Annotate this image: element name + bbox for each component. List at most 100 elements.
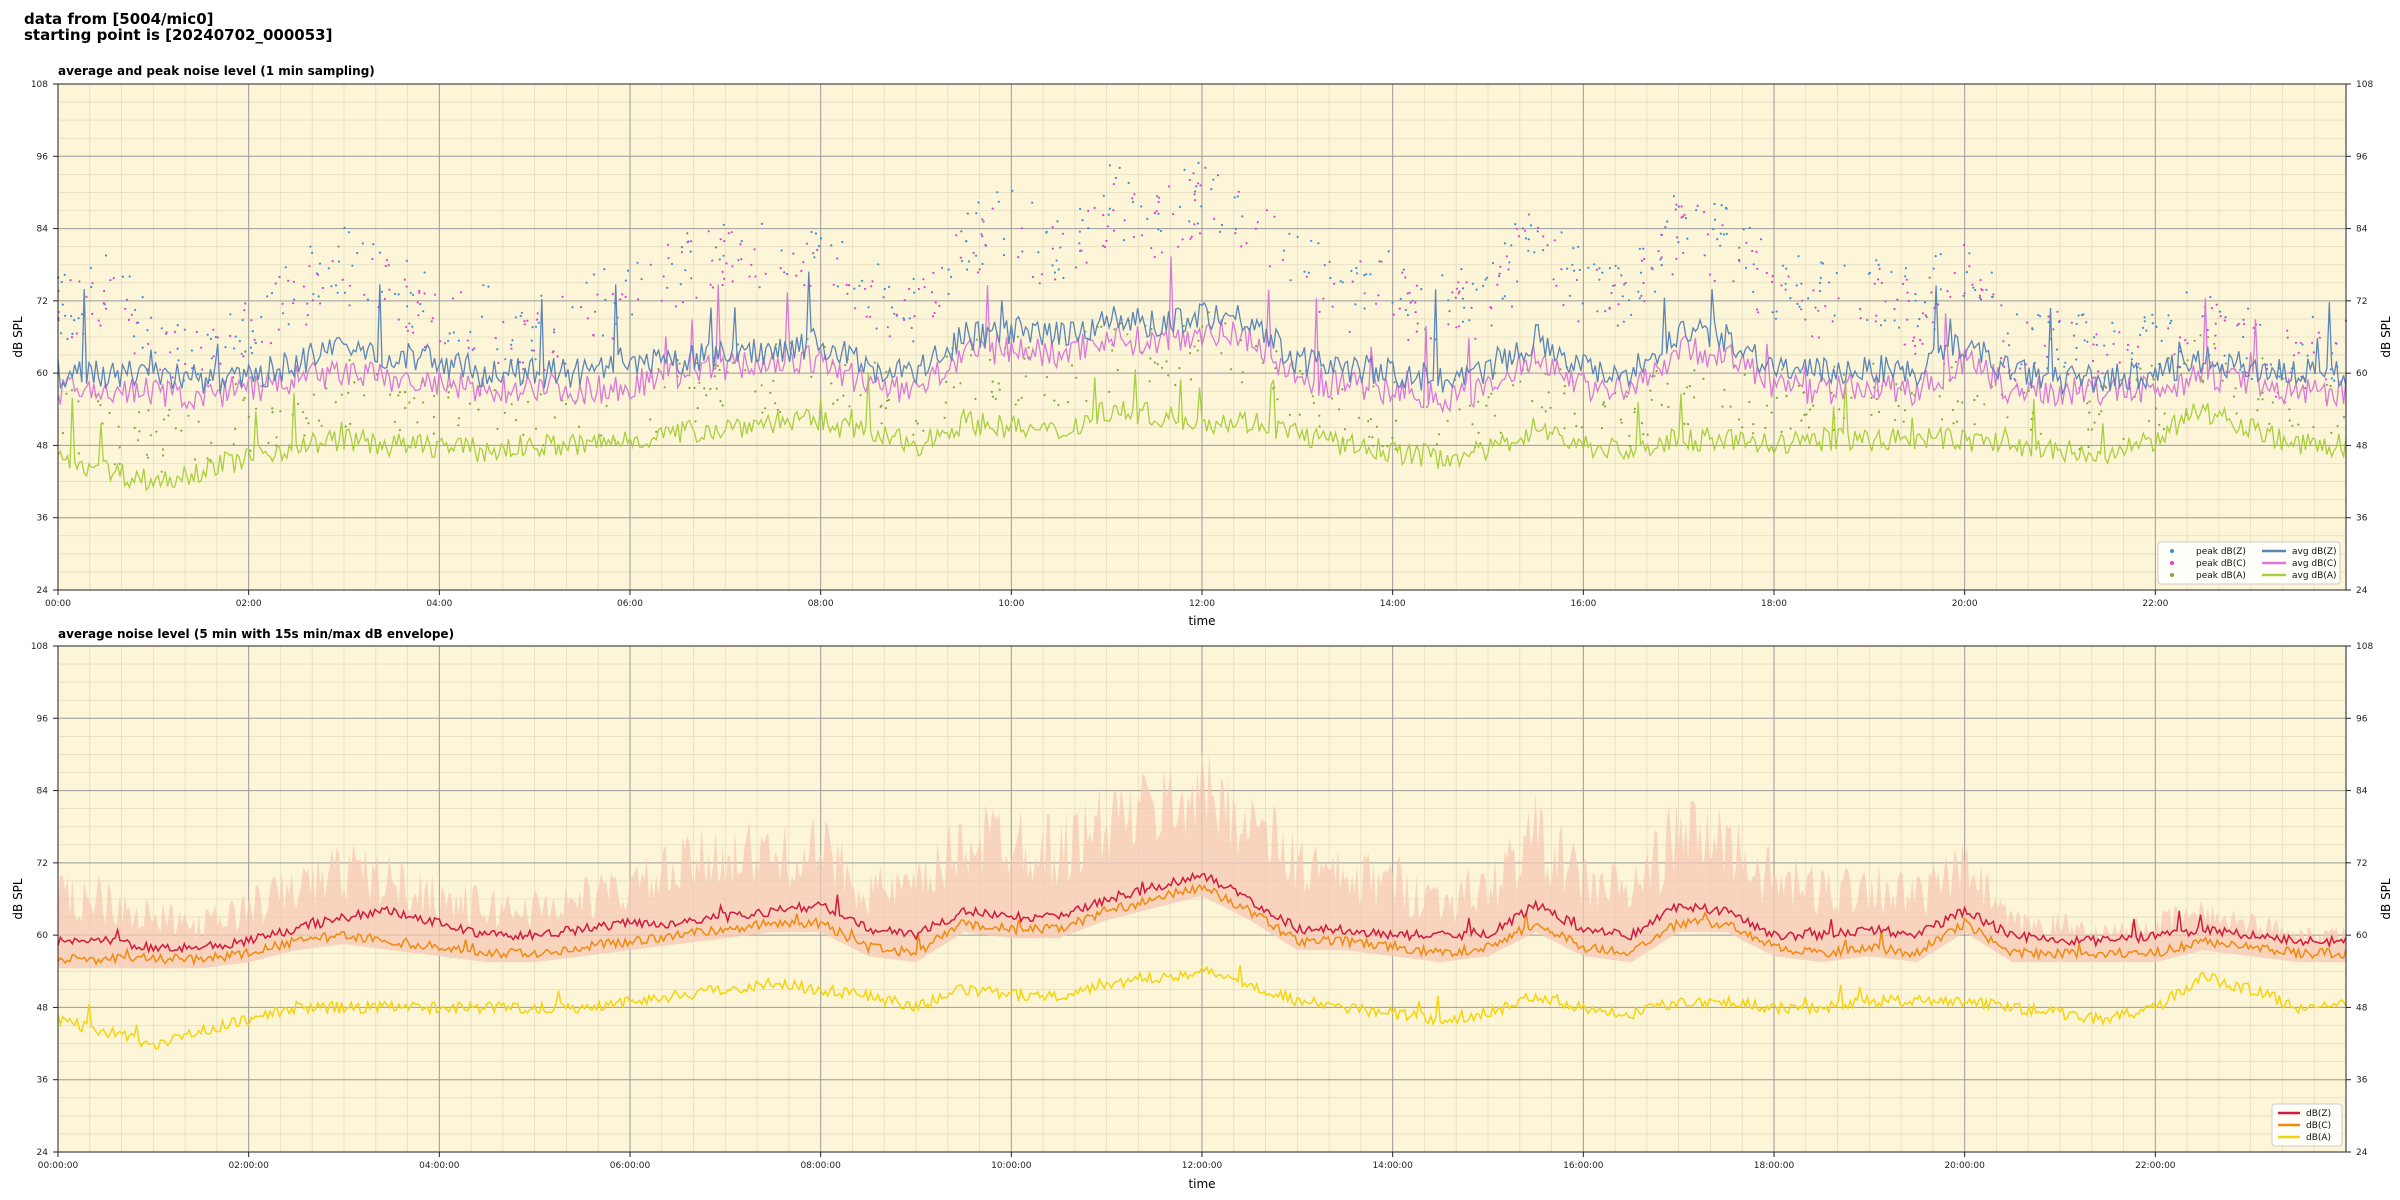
x-tick-label: 06:00: [617, 599, 643, 609]
peak-point: [234, 427, 237, 430]
peak-point: [1299, 369, 1302, 373]
peak-point: [2278, 375, 2281, 378]
peak-point: [684, 269, 687, 272]
peak-point: [1660, 403, 1663, 407]
peak-point: [1971, 283, 1974, 286]
peak-point: [719, 238, 722, 241]
peak-point: [305, 323, 308, 326]
peak-point: [2111, 321, 2114, 324]
peak-point: [2235, 412, 2238, 415]
peak-point: [836, 257, 839, 260]
peak-point: [870, 285, 873, 288]
legend-marker: [2170, 573, 2174, 577]
peak-point: [867, 306, 870, 309]
peak-point: [1105, 239, 1108, 242]
peak-point: [292, 280, 295, 283]
peak-point: [1817, 336, 1820, 339]
peak-point: [383, 298, 386, 301]
peak-point: [1178, 367, 1181, 370]
chart-1-grid: [58, 84, 2346, 590]
peak-point: [1387, 250, 1390, 253]
peak-point: [404, 406, 407, 410]
peak-point: [1819, 281, 1822, 284]
peak-point: [1153, 361, 1156, 364]
peak-point: [2237, 322, 2240, 325]
peak-point: [2214, 334, 2217, 337]
peak-point: [312, 293, 315, 296]
peak-point: [201, 368, 204, 371]
peak-point: [141, 346, 144, 349]
peak-point: [2209, 296, 2212, 299]
peak-point: [66, 337, 69, 341]
peak-point: [2137, 362, 2140, 365]
peak-point: [1774, 317, 1778, 320]
peak-point: [916, 422, 919, 425]
peak-point: [1055, 259, 1058, 262]
peak-point: [1712, 228, 1715, 231]
y-tick-label-left: 48: [37, 441, 49, 451]
peak-point: [2086, 402, 2089, 405]
peak-point: [457, 417, 460, 420]
peak-point: [991, 380, 994, 383]
peak-point: [1650, 398, 1653, 401]
peak-point: [418, 291, 421, 294]
peak-point: [61, 303, 64, 306]
peak-point: [592, 334, 595, 337]
peak-point: [1654, 290, 1657, 293]
peak-point: [1537, 226, 1540, 230]
peak-point: [2210, 307, 2213, 310]
peak-point: [2023, 391, 2026, 394]
peak-point: [1401, 271, 1404, 274]
peak-point: [714, 246, 718, 249]
peak-point: [1638, 247, 1641, 250]
peak-point: [1902, 282, 1905, 285]
peak-point: [1406, 313, 1409, 317]
peak-point: [118, 462, 121, 465]
peak-point: [1612, 284, 1615, 287]
peak-point: [1638, 297, 1641, 300]
peak-point: [398, 391, 401, 394]
peak-point: [662, 275, 665, 278]
peak-point: [1038, 282, 1041, 285]
peak-point: [1081, 219, 1084, 222]
peak-point: [1045, 231, 1048, 234]
peak-point: [1255, 345, 1258, 348]
peak-point: [1883, 319, 1886, 322]
peak-point: [1680, 205, 1683, 208]
peak-point: [984, 243, 987, 247]
peak-point: [61, 431, 64, 435]
peak-point: [1087, 209, 1090, 212]
peak-point: [715, 387, 718, 390]
peak-point: [307, 422, 310, 425]
peak-point: [1931, 321, 1934, 324]
peak-point: [146, 329, 149, 332]
peak-point: [496, 348, 499, 351]
peak-point: [1193, 345, 1196, 348]
peak-point: [316, 273, 320, 276]
peak-point: [723, 277, 726, 280]
peak-point: [318, 419, 321, 422]
peak-point: [670, 262, 674, 266]
peak-point: [1904, 267, 1907, 270]
y-tick-label-left: 24: [37, 1148, 49, 1158]
peak-point: [2288, 408, 2291, 411]
peak-point: [981, 235, 984, 238]
peak-point: [2139, 333, 2142, 337]
peak-point: [411, 325, 414, 328]
peak-point: [337, 245, 340, 248]
legend-label: peak dB(Z): [2196, 547, 2246, 557]
peak-point: [1973, 423, 1976, 426]
peak-point: [1194, 190, 1197, 193]
peak-point: [176, 347, 179, 350]
peak-point: [1085, 399, 1088, 402]
peak-point: [1875, 397, 1878, 401]
peak-point: [1755, 250, 1758, 253]
peak-point: [912, 277, 915, 281]
peak-point: [553, 416, 556, 419]
peak-point: [1884, 300, 1887, 303]
peak-point: [1177, 245, 1180, 248]
peak-point: [1037, 251, 1040, 254]
chart-2-ylabel-left: dB SPL: [11, 878, 25, 920]
peak-point: [2063, 365, 2066, 368]
peak-point: [624, 295, 627, 298]
